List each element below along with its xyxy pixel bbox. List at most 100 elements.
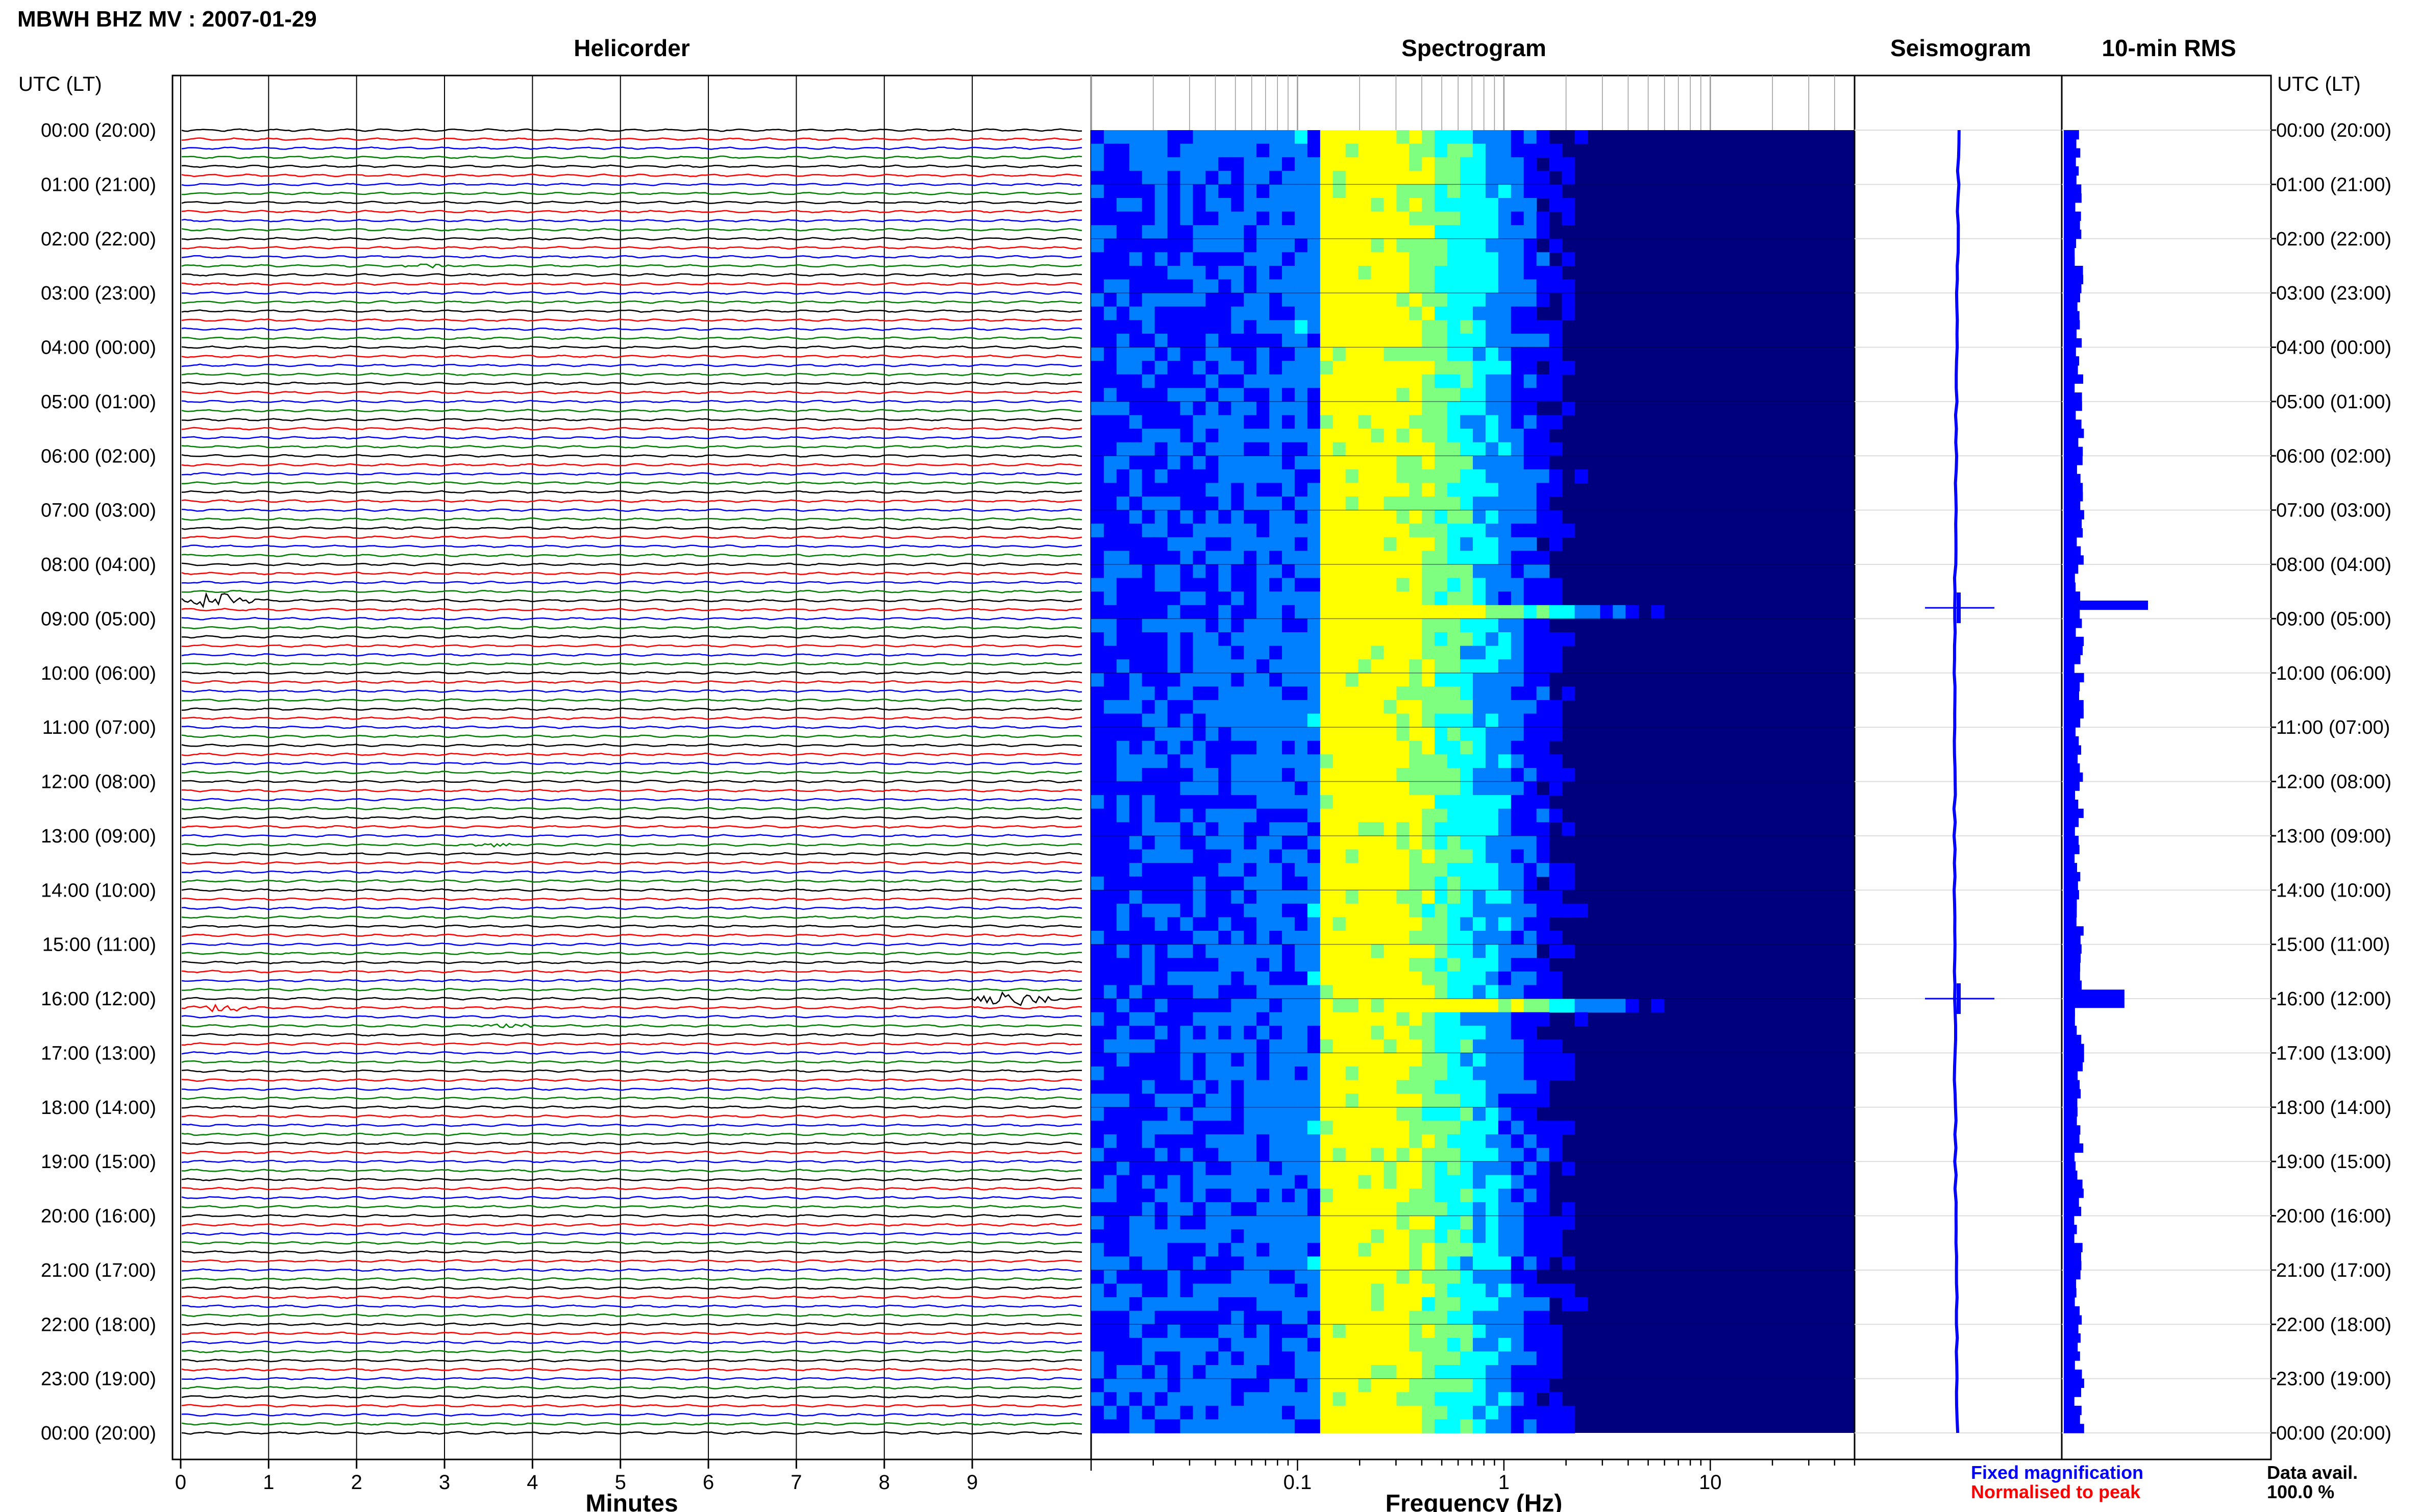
spectrogram-cell — [1320, 632, 1334, 647]
spectrogram-cell — [1371, 727, 1385, 741]
spectrogram-cell — [1142, 143, 1155, 158]
spectrogram-cell — [1193, 1134, 1206, 1149]
spectrogram-cell — [1396, 374, 1410, 389]
spectrogram-cell — [1244, 1243, 1257, 1257]
spectrogram-cell — [1460, 320, 1473, 334]
spectrogram-cell — [1485, 835, 1499, 850]
rms-bar — [2064, 1161, 2076, 1171]
spectrogram-cell — [1154, 1039, 1168, 1054]
spectrogram-cell — [1129, 130, 1143, 144]
spectrogram-cell — [1231, 537, 1244, 552]
spectrogram-cell — [1549, 578, 1563, 592]
spectrogram-cell — [1511, 958, 1524, 972]
spectrogram-cell — [1435, 1365, 1448, 1379]
spectrogram-cell — [1256, 917, 1270, 931]
spectrogram-cell — [1193, 1392, 1206, 1406]
spectrogram-cell — [1154, 306, 1168, 321]
spectrogram-cell — [1205, 659, 1219, 674]
spectrogram-cell — [1447, 211, 1461, 226]
spectrogram-cell — [1256, 1419, 1270, 1433]
spectrogram-cell — [1205, 143, 1219, 158]
spectrogram-cell — [1485, 1324, 1499, 1339]
spectrogram-cell — [1536, 1405, 1550, 1420]
spectrogram-cell — [1154, 143, 1168, 158]
spectrogram-cell — [1167, 903, 1181, 918]
spectrogram-cell — [1332, 306, 1346, 321]
spectrogram-cell — [1409, 578, 1422, 592]
helicorder-x-tick-label: 1 — [263, 1471, 274, 1494]
spectrogram-cell — [1129, 1012, 1143, 1026]
spectrogram-cell — [1384, 767, 1397, 782]
spectrogram-cell — [1142, 890, 1155, 904]
spectrogram-cell — [1116, 157, 1130, 171]
spectrogram-cell — [1154, 931, 1168, 945]
spectrogram-cell — [1269, 130, 1282, 144]
spectrogram-cell — [1384, 971, 1397, 986]
rms-bar — [2064, 646, 2083, 655]
spectrogram-cell — [1473, 1324, 1486, 1339]
spectrogram-cell — [1244, 442, 1257, 457]
spectrogram-cell — [1307, 1134, 1321, 1149]
helicorder-trace — [181, 1051, 1082, 1055]
spectrogram-cell — [1294, 184, 1308, 199]
spectrogram-cell — [1485, 849, 1499, 863]
spectrogram-cell — [1103, 917, 1117, 931]
spectrogram-cell — [1447, 1270, 1461, 1284]
rms-bar — [2064, 284, 2082, 293]
spectrogram-cell — [1422, 374, 1435, 389]
spectrogram-cell — [1435, 429, 1448, 443]
rms-bar — [2064, 935, 2081, 945]
spectrogram-cell — [1307, 767, 1321, 782]
spectrogram-cell — [1345, 279, 1359, 293]
spectrogram-cell — [1332, 632, 1346, 647]
spectrogram-cell — [1180, 143, 1194, 158]
spectrogram-cell — [1167, 673, 1181, 687]
spectrogram-cell — [1485, 1188, 1499, 1203]
spectrogram-cell — [1396, 170, 1410, 185]
spectrogram-cell — [1193, 551, 1206, 565]
spectrogram-cell — [1384, 333, 1397, 348]
rms-bar — [2064, 1080, 2080, 1089]
spectrogram-cell — [1435, 822, 1448, 836]
spectrogram-cell — [1154, 646, 1168, 660]
spectrogram-cell — [1523, 130, 1537, 144]
spectrogram-cell — [1345, 1188, 1359, 1203]
spectrogram-cell — [1536, 1419, 1550, 1433]
spectrogram-cell — [1282, 1161, 1295, 1176]
spectrogram-cell — [1473, 442, 1486, 457]
spectrogram-cell — [1167, 767, 1181, 782]
spectrogram-cell — [1371, 903, 1385, 918]
spectrogram-cell — [1422, 835, 1435, 850]
spectrogram-cell — [1116, 944, 1130, 958]
spectrogram-cell — [1180, 876, 1194, 891]
spectrogram-cell — [1422, 659, 1435, 674]
spectrogram-cell — [1154, 157, 1168, 171]
spectrogram-cell — [1345, 1270, 1359, 1284]
spectrogram-cell — [1536, 225, 1550, 239]
spectrogram-cell — [1332, 1067, 1346, 1081]
spectrogram-cell — [1167, 1039, 1181, 1054]
spectrogram-cell — [1396, 1094, 1410, 1108]
spectrogram-cell — [1332, 1121, 1346, 1135]
spectrogram-cell — [1536, 632, 1550, 647]
spectrogram-cell — [1193, 971, 1206, 986]
spectrogram-cell — [1307, 863, 1321, 877]
spectrogram-cell — [1218, 985, 1231, 999]
spectrogram-cell — [1218, 1324, 1231, 1339]
spectrogram-cell — [1269, 1067, 1282, 1081]
spectrogram-cell — [1129, 1256, 1143, 1271]
spectrogram-cell — [1549, 1039, 1563, 1054]
spectrogram-cell — [1435, 1270, 1448, 1284]
spectrogram-cell — [1320, 225, 1334, 239]
spectrogram-cell — [1485, 374, 1499, 389]
spectrogram-cell — [1205, 1080, 1219, 1094]
spectrogram-cell — [1422, 1324, 1435, 1339]
spectrogram-cell — [1231, 958, 1244, 972]
spectrogram-cell — [1282, 198, 1295, 212]
spectrogram-cell — [1193, 1094, 1206, 1108]
spectrogram-cell — [1294, 931, 1308, 945]
spectrogram-cell — [1485, 1216, 1499, 1230]
spectrogram-cell — [1129, 646, 1143, 660]
spectrogram-cell — [1396, 347, 1410, 361]
spectrogram-cell — [1116, 1297, 1130, 1311]
